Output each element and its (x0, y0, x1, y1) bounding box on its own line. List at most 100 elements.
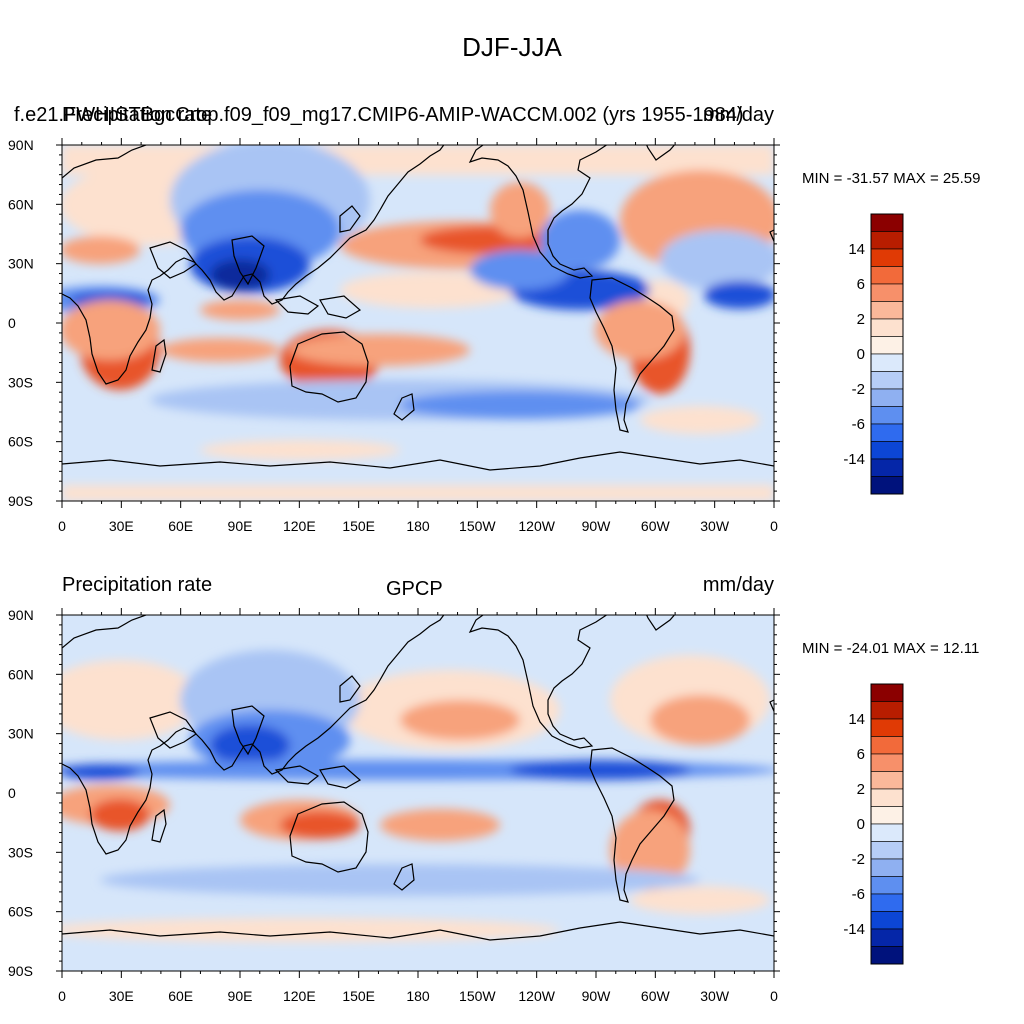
panel1-lon-label: 0 (58, 518, 66, 534)
panel1-lat-label: 60N (8, 196, 34, 212)
panel1-colorbar-box (870, 353, 904, 372)
panel2-colorbar-box (870, 753, 904, 772)
panel2-lat-label: 90N (8, 607, 34, 623)
panel2-colorbar-box (870, 858, 904, 877)
panel2-lat-label: 0 (8, 785, 16, 801)
panel2-colorbar-label: 6 (857, 746, 865, 763)
panel1-lon-label: 30W (700, 518, 730, 534)
panel2-variable-label: Precipitation rate (62, 574, 213, 596)
panel1-lon-label: 0 (770, 518, 778, 534)
panel2-colorbar-box (870, 771, 904, 790)
panel2-colorbar-label: -2 (852, 851, 865, 868)
panel1-lon-label: 150E (342, 518, 375, 534)
panel2-colorbar: 14 6 2 0 -2 -6 -14 (843, 683, 904, 965)
panel1-colorbar-label: -14 (843, 451, 865, 468)
panel1-colorbar-box (870, 266, 904, 285)
panel1-colorbar-label: 6 (857, 276, 865, 293)
panel2-case-label: GPCP (386, 578, 443, 600)
panel1-colorbar-box (870, 423, 904, 442)
panel2-colorbar-label: 14 (848, 711, 865, 728)
panel2-lon-label: 150E (342, 988, 375, 1004)
panel1-colorbar-box (870, 213, 904, 232)
panel1-lat-label: 30N (8, 256, 34, 272)
panel1-minmax: MIN = -31.57 MAX = 25.59 (802, 170, 981, 187)
panel1-colorbar-label: 14 (848, 241, 865, 258)
panel1-colorbar-box (870, 476, 904, 495)
panel1-lon-label: 150W (459, 518, 496, 534)
panel2-lon-label: 30W (700, 988, 730, 1004)
panel1-colorbar-box (870, 458, 904, 477)
panel1-colorbar-label: -6 (852, 416, 865, 433)
panel1-lon-label: 60W (641, 518, 671, 534)
panel2-colorbar-frame (870, 683, 904, 965)
panel2-lon-label: 60W (641, 988, 671, 1004)
panel1-colorbar-box (870, 231, 904, 250)
panel1-axes: 90N 60N 30N 0 30S 60S 90S 0 30E 60E 90E 120E 150E 180… (8, 137, 780, 534)
panel2-lat-label: 30N (8, 726, 34, 742)
panel1-colorbar-box (870, 336, 904, 355)
panel2-colorbar-box (870, 876, 904, 895)
panel1-variable-label: Precipitation rate (62, 104, 213, 126)
panel1-lon-label: 180 (406, 518, 430, 534)
panel2-colorbar-box (870, 683, 904, 702)
panel2-lon-label: 30E (109, 988, 134, 1004)
panel2-colorbar-label: 2 (857, 781, 865, 798)
panel2-colorbar-box (870, 736, 904, 755)
panel1-lon-label: 90E (228, 518, 253, 534)
panel2-lon-label: 90E (228, 988, 253, 1004)
panel1-colorbar: 14 6 2 0 -2 -6 -14 (843, 213, 904, 495)
panel1-colorbar-box (870, 371, 904, 390)
panel2-lon-label: 120W (518, 988, 555, 1004)
panel2-colorbar-box (870, 841, 904, 860)
panel2-colorbar-box (870, 806, 904, 825)
panel2-lat-label: 90S (8, 963, 33, 979)
panel1-lat-label: 0 (8, 315, 16, 331)
panel2-colorbar-box (870, 946, 904, 965)
panel1-lon-label: 120E (283, 518, 316, 534)
panel2-colorbar-label: -6 (852, 886, 865, 903)
panel2-axes: 90N 60N 30N 0 30S 60S 90S 0 30E 60E 90E 120E 150E 180… (8, 607, 780, 1004)
panel1-lon-label: 120W (518, 518, 555, 534)
panel2-colorbar-box (870, 893, 904, 912)
panel1-colorbar-label: 2 (857, 311, 865, 328)
panel1-lon-label: 90W (582, 518, 612, 534)
panel1-colorbar-frame (870, 213, 904, 495)
panel1-case-label: f.e21.FWHISTBgcCrop.f09_f09_mg17.CMIP6-A… (14, 104, 744, 126)
panel1-lon-label: 60E (168, 518, 193, 534)
panel2-colorbar-label: 0 (857, 816, 865, 833)
panel1-colorbar-box (870, 248, 904, 267)
panel1-colorbar-label: 0 (857, 346, 865, 363)
panel1-map (62, 145, 774, 501)
panel1-colorbar-box (870, 301, 904, 320)
panel1-colorbar-label: -2 (852, 381, 865, 398)
panel1-lat-label: 30S (8, 374, 33, 390)
panel1-colorbar-box (870, 318, 904, 337)
panel2-colorbar-box (870, 701, 904, 720)
panel2-colorbar-box (870, 911, 904, 930)
panel1-colorbar-box (870, 441, 904, 460)
panel2-lon-label: 90W (582, 988, 612, 1004)
panel1-colorbar-box (870, 388, 904, 407)
panel1-units-label: mm/day (702, 104, 774, 126)
panel2-lon-label: 150W (459, 988, 496, 1004)
panel2-lat-label: 60N (8, 666, 34, 682)
panel2-lon-label: 0 (58, 988, 66, 1004)
panel1-lat-label: 60S (8, 434, 33, 450)
panel1-colorbar-box (870, 283, 904, 302)
panel2-lat-label: 30S (8, 844, 33, 860)
panel2-colorbar-box (870, 823, 904, 842)
panel2-units-label: mm/day (702, 574, 774, 596)
panel2-minmax: MIN = -24.01 MAX = 12.11 (802, 640, 980, 657)
panel2-colorbar-box (870, 928, 904, 947)
panel2-lon-label: 120E (283, 988, 316, 1004)
panel2-lon-label: 60E (168, 988, 193, 1004)
panel2-map (62, 615, 774, 971)
panel2-lon-label: 180 (406, 988, 430, 1004)
panel1-lon-label: 30E (109, 518, 134, 534)
panel2-colorbar-label: -14 (843, 921, 865, 938)
panel1-colorbar-box (870, 406, 904, 425)
panel2-colorbar-box (870, 788, 904, 807)
panel1-lat-label: 90N (8, 137, 34, 153)
panel2-colorbar-box (870, 718, 904, 737)
